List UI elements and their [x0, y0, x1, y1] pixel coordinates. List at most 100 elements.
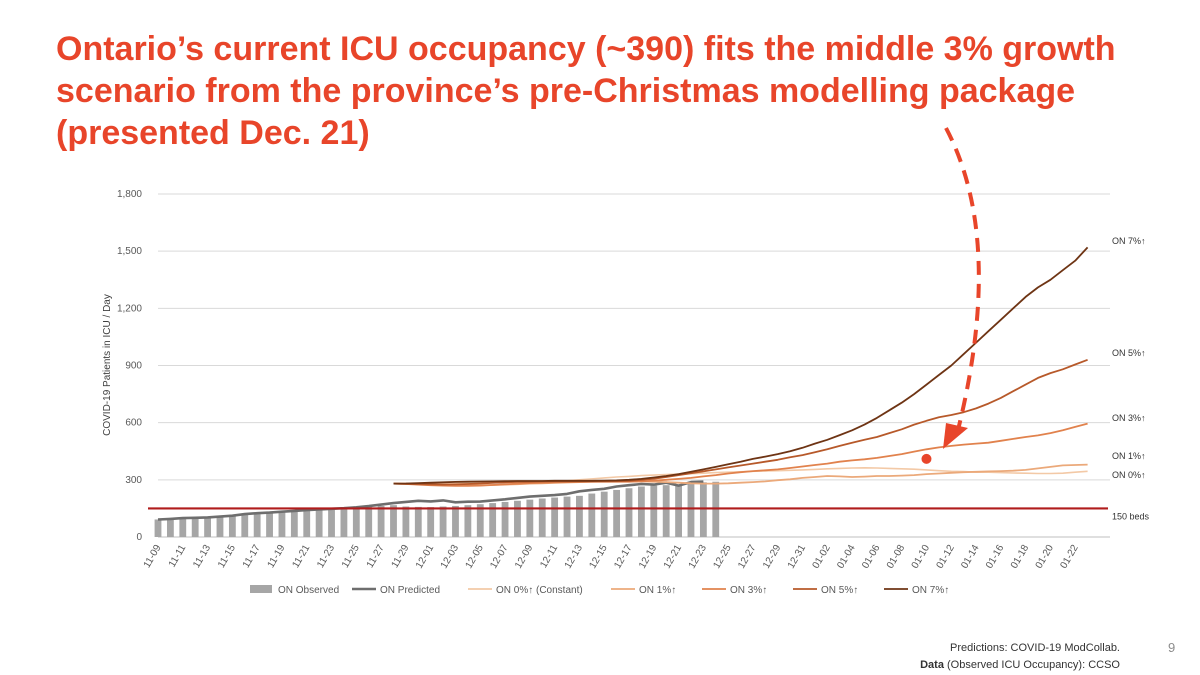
x-tick-label: 12-19	[637, 543, 660, 571]
observed-bar	[476, 504, 484, 537]
y-tick-label: 900	[125, 361, 142, 372]
observed-bar	[228, 515, 236, 537]
observed-bar	[253, 514, 261, 537]
x-tick-label: 11-29	[390, 543, 412, 570]
observed-bar	[303, 510, 311, 537]
x-tick-label: 12-17	[612, 543, 635, 571]
observed-bar	[390, 505, 397, 537]
slide-title: Ontario’s current ICU occupancy (~390) f…	[56, 28, 1156, 154]
legend-label: ON 5%↑	[821, 585, 858, 596]
x-tick-label: 01-08	[885, 543, 908, 571]
observed-bar	[526, 499, 534, 537]
observed-bar	[402, 506, 410, 537]
legend-label: ON Predicted	[380, 585, 440, 596]
observed-bar	[266, 513, 273, 537]
x-tick-label: 01-14	[959, 543, 982, 571]
y-tick-label: 1,800	[117, 189, 142, 200]
observed-bar	[600, 491, 608, 537]
observed-bar	[637, 486, 645, 537]
x-tick-label: 12-05	[464, 543, 487, 571]
x-tick-label: 11-11	[167, 543, 189, 570]
y-tick-label: 1,200	[117, 303, 142, 314]
x-tick-label: 01-10	[910, 543, 933, 571]
observed-bar	[154, 519, 162, 537]
x-tick-label: 01-22	[1058, 543, 1081, 571]
legend-swatch	[250, 585, 272, 593]
y-tick-label: 300	[125, 475, 142, 486]
y-tick-label: 600	[125, 418, 142, 429]
scenario-end-label: ON 1%↑	[1112, 451, 1146, 461]
observed-bar	[538, 498, 546, 537]
scenario-end-label: ON 5%↑	[1112, 348, 1146, 358]
observed-bar	[191, 517, 199, 537]
x-tick-label: 12-31	[786, 543, 809, 571]
legend-label: ON 7%↑	[912, 585, 949, 596]
x-tick-label: 01-16	[984, 543, 1007, 571]
observed-bar	[551, 497, 559, 537]
x-tick-label: 01-06	[860, 543, 883, 571]
observed-bar	[452, 505, 459, 537]
x-tick-label: 11-19	[266, 543, 288, 570]
observed-bar	[464, 505, 472, 537]
x-tick-label: 11-09	[142, 543, 164, 570]
x-tick-label: 01-02	[811, 543, 834, 571]
x-tick-label: 12-21	[662, 543, 685, 571]
x-tick-label: 12-25	[711, 543, 734, 571]
x-tick-label: 12-01	[414, 543, 437, 571]
x-tick-label: 11-25	[340, 543, 362, 570]
scenario-end-label: ON 3%↑	[1112, 413, 1146, 423]
slide-title-line: (presented Dec. 21)	[56, 114, 370, 152]
observed-bar	[489, 503, 497, 537]
dashed-arrow	[944, 127, 981, 431]
footer-data-source: Data (Observed ICU Occupancy): CCSO	[920, 657, 1120, 674]
observed-bar	[377, 505, 385, 537]
legend-label: ON 1%↑	[639, 585, 676, 596]
observed-bar	[613, 489, 621, 537]
observed-bar	[675, 484, 682, 537]
x-tick-label: 11-27	[365, 543, 387, 570]
y-axis-label: COVID-19 Patients in ICU / Day	[102, 294, 113, 436]
arrow-head	[943, 423, 968, 449]
observed-bar	[699, 482, 707, 537]
x-tick-label: 11-17	[241, 543, 263, 570]
highlight-point	[921, 453, 932, 464]
beds-reference-label: 150 beds	[1112, 511, 1150, 521]
on-3pct-line	[393, 422, 1088, 487]
x-tick-label: 01-18	[1009, 543, 1032, 571]
footer-data-bold: Data	[920, 659, 944, 671]
legend-label: ON 3%↑	[730, 585, 767, 596]
observed-bar	[365, 506, 373, 537]
slide-title-line: Ontario’s current ICU occupancy (~390) f…	[56, 30, 1116, 68]
observed-bar	[241, 514, 249, 537]
x-tick-label: 12-23	[687, 543, 710, 571]
observed-bar	[427, 507, 435, 537]
x-tick-label: 01-20	[1034, 543, 1057, 571]
legend-label: ON Observed	[278, 585, 339, 596]
y-tick-label: 0	[136, 532, 142, 543]
observed-bar	[501, 501, 509, 537]
observed-bar	[662, 485, 670, 537]
footer-data-rest: (Observed ICU Occupancy): CCSO	[943, 659, 1120, 671]
footer-predictions: Predictions: COVID-19 ModCollab.	[950, 642, 1120, 654]
scenario-end-label: ON 7%↑	[1112, 236, 1146, 246]
x-tick-label: 11-15	[216, 543, 238, 570]
observed-bar	[414, 506, 422, 537]
observed-bar	[352, 507, 360, 537]
x-tick-label: 12-03	[439, 543, 462, 571]
observed-bar	[650, 485, 658, 537]
x-tick-label: 12-29	[761, 543, 784, 571]
x-tick-label: 11-23	[315, 543, 337, 570]
observed-bar	[166, 518, 174, 537]
observed-bar	[179, 518, 187, 537]
observed-bar	[340, 508, 348, 537]
x-tick-label: 12-15	[587, 543, 610, 571]
observed-bar	[439, 506, 447, 537]
x-tick-label: 12-27	[736, 543, 759, 571]
x-tick-label: 11-13	[191, 543, 213, 570]
x-tick-label: 12-09	[513, 543, 536, 571]
observed-bar	[687, 483, 695, 537]
observed-bar	[588, 493, 596, 537]
slide-title-line: scenario from the province’s pre-Christm…	[56, 72, 1076, 110]
x-tick-label: 12-13	[563, 543, 586, 571]
